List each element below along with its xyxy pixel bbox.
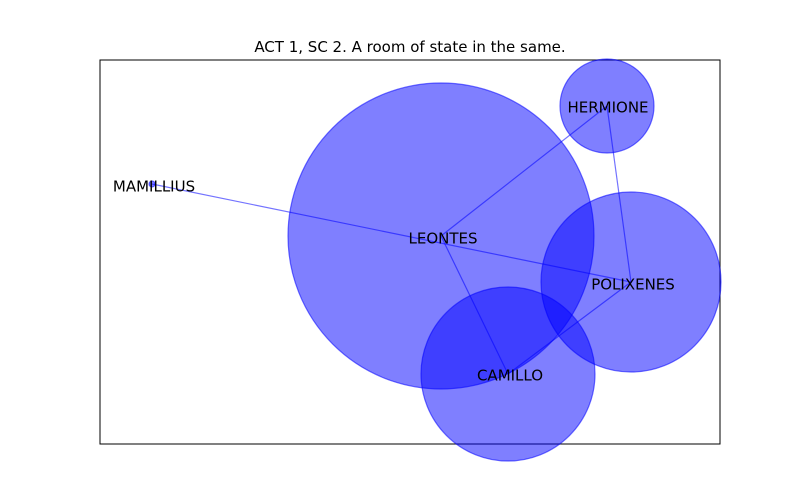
diagram-title: ACT 1, SC 2. A room of state in the same… — [254, 38, 565, 56]
node-camillo — [420, 286, 596, 462]
node-label-polixenes: POLIXENES — [591, 276, 675, 294]
nodes-layer — [148, 58, 722, 462]
node-label-leontes: LEONTES — [408, 230, 477, 248]
node-polixenes — [540, 191, 722, 373]
node-mamillius — [148, 180, 156, 188]
plot-frame — [99, 59, 721, 445]
node-label-hermione: HERMIONE — [567, 99, 648, 117]
labels-layer: LEONTES HERMIONE MAMILLIUS POLIXENES CAMILLO — [113, 99, 675, 385]
node-label-mamillius: MAMILLIUS — [113, 178, 195, 196]
node-hermione — [559, 58, 655, 154]
node-label-camillo: CAMILLO — [477, 367, 543, 385]
